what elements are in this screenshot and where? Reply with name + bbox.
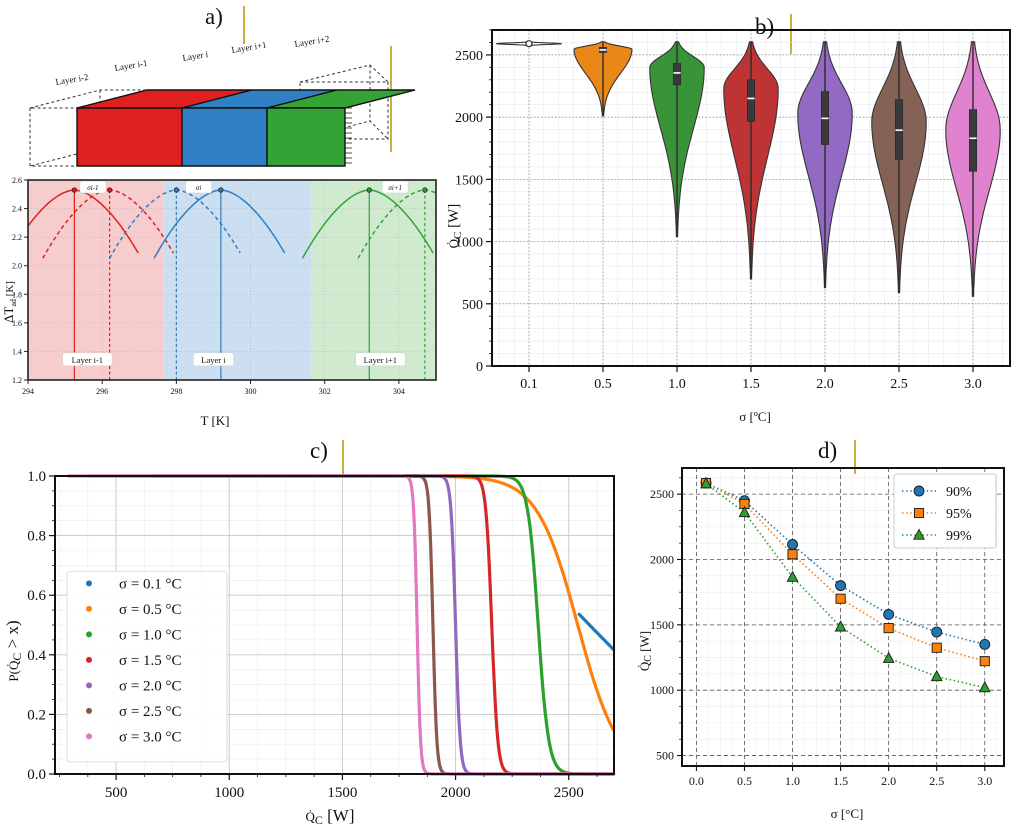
svg-text:σ = 2.5 °C: σ = 2.5 °C	[119, 704, 182, 720]
svg-text:0.6: 0.6	[27, 588, 46, 604]
svg-text:2.0: 2.0	[12, 262, 22, 271]
svg-text:500: 500	[656, 749, 674, 763]
layer-label-i-minus-1: Layer i-1	[114, 58, 148, 73]
svg-text:296: 296	[96, 387, 108, 396]
svg-text:1.8: 1.8	[12, 290, 22, 299]
panel-c: c) 500 1000 1500 2000 2500 0.0 0.2 0.4 0.6 0.8 1.0…	[0, 436, 632, 828]
svg-text:σ = 0.5 °C: σ = 0.5 °C	[119, 602, 182, 618]
svg-text:2500: 2500	[650, 487, 674, 501]
svg-text:0.2: 0.2	[27, 707, 46, 723]
layer-label-i: Layer i	[182, 49, 209, 63]
svg-text:2.5: 2.5	[890, 377, 908, 392]
svg-text:2500: 2500	[554, 785, 584, 801]
svg-text:Layer i-1: Layer i-1	[72, 355, 103, 365]
svg-text:0.1: 0.1	[520, 377, 538, 392]
svg-text:95%: 95%	[946, 507, 972, 522]
svg-text:0: 0	[476, 360, 483, 375]
svg-text:294: 294	[22, 387, 34, 396]
svg-text:298: 298	[170, 387, 182, 396]
panel-c-legend: σ = 0.1 °C σ = 0.5 °C σ = 1.0 °C σ = 1.5 °C…	[66, 570, 228, 763]
panel-c-label: c)	[310, 438, 328, 463]
svg-text:2.0: 2.0	[881, 774, 896, 788]
svg-text:0.0: 0.0	[689, 774, 704, 788]
svg-text:Layer i: Layer i	[201, 355, 226, 365]
panel-d: d) 0.0 0.5 1.0 1.5 2.0 2.5 3.0 500 1000 1500 2000 2…	[632, 436, 1024, 828]
svg-text:1.2: 1.2	[12, 376, 22, 385]
svg-text:1000: 1000	[214, 785, 244, 801]
svg-text:2.2: 2.2	[12, 233, 22, 242]
panel-c-xlabel: Q̇C [W]	[305, 806, 354, 827]
panel-c-ylabel: P(Q̇C > x)	[3, 620, 24, 681]
svg-text:1.0: 1.0	[668, 377, 686, 392]
svg-text:0.8: 0.8	[27, 529, 46, 545]
panel-b: b) 0 500 1000 1500 2000 2500 0.1 0.5 1.0 1.5 2.0 2.…	[440, 0, 1024, 436]
panel-b-chart: 0 500 1000 1500 2000 2500 0.1 0.5 1.0 1.5 2.0 2.5 3.…	[446, 29, 1011, 424]
svg-text:2.5: 2.5	[929, 774, 944, 788]
svg-text:1500: 1500	[455, 173, 483, 188]
svg-text:0.0: 0.0	[27, 767, 46, 783]
panel-d-chart: 0.0 0.5 1.0 1.5 2.0 2.5 3.0 500 1000 1500 2000 2500…	[637, 467, 1005, 821]
panel-b-label: b)	[755, 14, 775, 39]
svg-text:1000: 1000	[455, 236, 483, 251]
panel-c-marker-bar	[342, 440, 344, 474]
svg-text:99%: 99%	[946, 529, 972, 544]
panel-a-right-bar	[390, 46, 392, 152]
panel-d-legend: 90% 95% 99%	[893, 473, 997, 549]
svg-text:1.0: 1.0	[27, 469, 46, 485]
svg-text:500: 500	[105, 785, 128, 801]
svg-text:2000: 2000	[455, 111, 483, 126]
panel-a-layer-diagram: Layer i-2 Layer i-1 Layer i Layer i+1 La…	[29, 35, 416, 167]
svg-text:3.0: 3.0	[964, 377, 982, 392]
svg-text:1500: 1500	[327, 785, 357, 801]
svg-text:2500: 2500	[455, 49, 483, 64]
svg-text:2000: 2000	[441, 785, 471, 801]
panel-c-chart: 500 1000 1500 2000 2500 0.0 0.2 0.4 0.6 0.8 1.0 σ =…	[3, 469, 616, 827]
svg-text:90%: 90%	[946, 485, 972, 500]
layer-label-i-plus-2: Layer i+2	[294, 35, 330, 49]
svg-text:1.5: 1.5	[742, 377, 760, 392]
svg-text:Layer i+1: Layer i+1	[364, 355, 397, 365]
svg-text:0.5: 0.5	[594, 377, 612, 392]
panel-b-xlabel: σ [ºC]	[739, 409, 771, 424]
panel-a-xlabel: T [K]	[200, 413, 229, 428]
svg-text:500: 500	[462, 298, 483, 313]
svg-text:1.0: 1.0	[785, 774, 800, 788]
panel-a-label: a)	[205, 4, 223, 29]
svg-text:σi-1: σi-1	[87, 184, 98, 192]
panel-d-ylabel: Q̇C [W]	[637, 631, 654, 671]
svg-text:2.6: 2.6	[12, 176, 22, 185]
svg-text:σ = 3.0 °C: σ = 3.0 °C	[119, 729, 182, 745]
svg-text:2.4: 2.4	[12, 205, 22, 214]
svg-text:302: 302	[319, 387, 331, 396]
svg-text:1.6: 1.6	[12, 319, 22, 328]
svg-text:σ = 0.1 °C: σ = 0.1 °C	[119, 576, 182, 592]
panel-a-marker-bar	[243, 6, 245, 44]
panel-d-label: d)	[818, 438, 838, 463]
svg-text:304: 304	[393, 387, 405, 396]
svg-text:1500: 1500	[650, 618, 674, 632]
svg-text:3.0: 3.0	[977, 774, 992, 788]
svg-text:σi+1: σi+1	[388, 184, 402, 192]
panel-b-marker-bar	[790, 14, 792, 54]
layer-label-i-plus-1: Layer i+1	[231, 40, 267, 55]
svg-text:σi: σi	[196, 184, 201, 192]
panel-d-marker-bar	[854, 440, 856, 474]
svg-text:1000: 1000	[650, 683, 674, 697]
layer-label-i-minus-2: Layer i-2	[55, 72, 89, 87]
svg-text:0.4: 0.4	[27, 648, 46, 664]
panel-d-xlabel: σ [°C]	[831, 806, 864, 821]
svg-text:0.5: 0.5	[737, 774, 752, 788]
panel-a: a)	[0, 0, 440, 436]
svg-text:σ = 1.5 °C: σ = 1.5 °C	[119, 653, 182, 669]
svg-text:2000: 2000	[650, 552, 674, 566]
svg-text:300: 300	[245, 387, 257, 396]
svg-text:σ = 2.0 °C: σ = 2.0 °C	[119, 678, 182, 694]
svg-text:1.4: 1.4	[12, 347, 22, 356]
svg-text:2.0: 2.0	[816, 377, 834, 392]
svg-text:σ = 1.0 °C: σ = 1.0 °C	[119, 627, 182, 643]
panel-a-chart: σi-1 σi σi+1 Layer i-1 Layer i Layer i+1 294 29…	[1, 176, 437, 428]
svg-text:1.5: 1.5	[833, 774, 848, 788]
panel-a-ylabel: ΔTad [K]	[1, 281, 18, 323]
